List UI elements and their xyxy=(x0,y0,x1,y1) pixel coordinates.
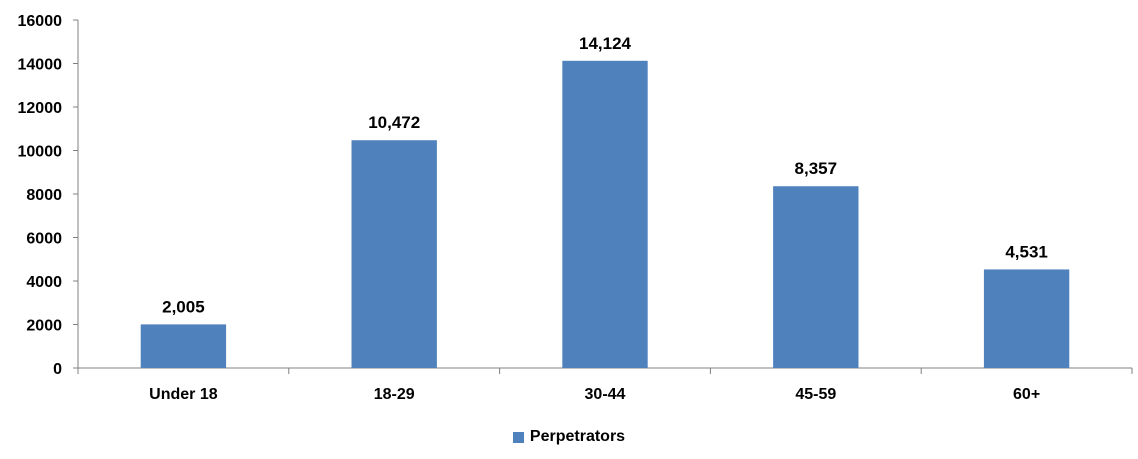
x-tick-label: 30-44 xyxy=(585,386,626,403)
data-label: 10,472 xyxy=(368,113,420,132)
y-tick-label: 0 xyxy=(53,361,62,378)
legend: Perpetrators xyxy=(0,428,1138,446)
x-tick-label: 18-29 xyxy=(374,386,415,403)
y-tick-label: 4000 xyxy=(26,274,62,291)
bar xyxy=(562,60,648,368)
x-tick-label: Under 18 xyxy=(149,386,218,403)
x-axis: Under 18 18-29 30-44 45-59 60+ xyxy=(77,367,1133,403)
bar xyxy=(351,140,437,368)
x-tick-label: 60+ xyxy=(1013,386,1040,403)
legend-swatch xyxy=(512,431,524,443)
y-tick-label: 8000 xyxy=(26,187,62,204)
y-tick-label: 14000 xyxy=(18,57,63,74)
bar xyxy=(983,269,1070,368)
y-tick-label: 12000 xyxy=(18,100,63,117)
legend-label: Perpetrators xyxy=(529,428,626,445)
y-tick-label: 6000 xyxy=(26,231,62,248)
y-axis: 0 2000 4000 6000 8000 10000 12000 14000 16000 xyxy=(18,13,79,378)
x-tick-label: 45-59 xyxy=(795,386,836,403)
y-tick-label: 16000 xyxy=(18,13,63,30)
data-labels: 2,005 10,472 14,124 8,357 4,531 xyxy=(162,34,1048,317)
bar xyxy=(140,324,227,368)
data-label: 2,005 xyxy=(162,297,205,316)
data-label: 14,124 xyxy=(579,34,632,53)
data-label: 4,531 xyxy=(1005,242,1048,261)
y-tick-label: 10000 xyxy=(18,144,63,161)
bar xyxy=(773,186,859,368)
y-tick-label: 2000 xyxy=(26,318,62,335)
data-label: 8,357 xyxy=(795,159,838,178)
bars xyxy=(140,60,1070,368)
